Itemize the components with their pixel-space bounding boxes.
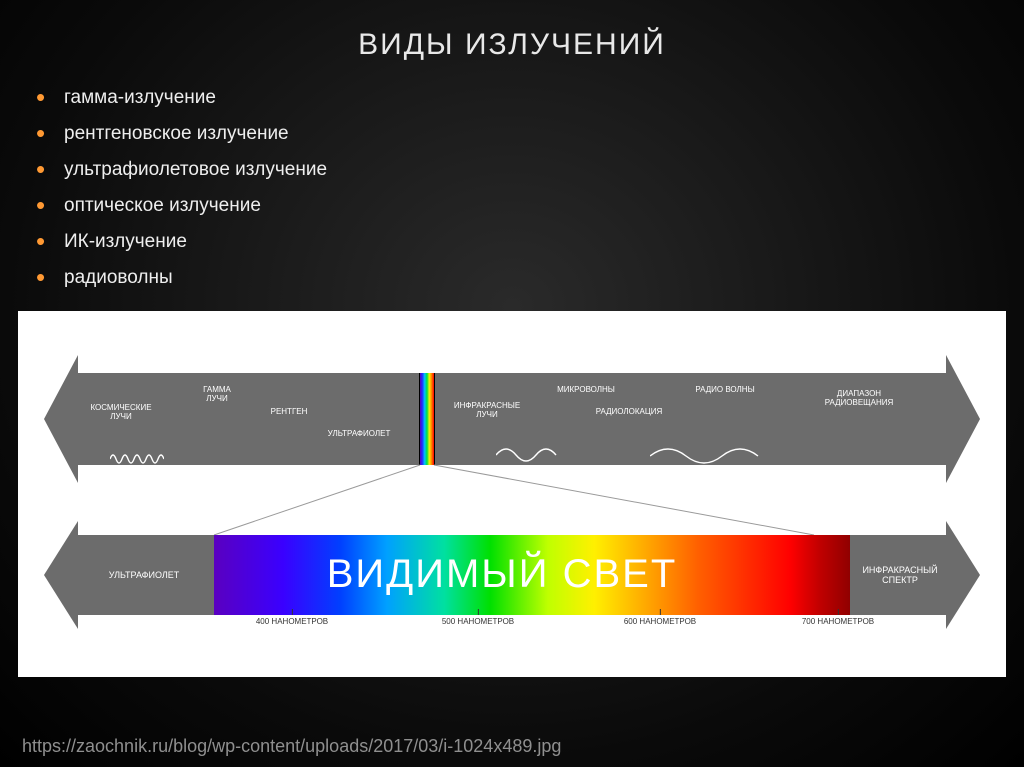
- nm-tick: 500 НАНОМЕТРОВ: [442, 617, 514, 626]
- band-radar: РАДИОЛОКАЦИЯ: [584, 407, 674, 416]
- tick: 10⁻⁹1 НАНОМЕТРА: [259, 345, 309, 362]
- tick: 10⁰1 МЕТР: [737, 345, 762, 362]
- bottom-arrow-body: УЛЬТРАФИОЛЕТ ВИДИМЫЙ СВЕТ ИНФРАКРАСНЫЙСП…: [74, 535, 950, 615]
- band-ir: ИНФРАКРАСНЫЕЛУЧИ: [444, 401, 530, 419]
- list-item: оптическое излучение: [36, 188, 1024, 224]
- top-arrow: 10⁻¹² МЕТРА 10⁻⁹1 НАНОМЕТРА 10⁻⁶1000 НАН…: [44, 345, 980, 465]
- tick: 10⁻⁶1000 НАНОМЕТРА: [425, 345, 486, 362]
- band-uv: УЛЬТРАФИОЛЕТ: [314, 429, 404, 438]
- arrow-right-head: [946, 521, 980, 629]
- list-item: ИК-излучение: [36, 224, 1024, 260]
- short-wave-icon: [110, 451, 164, 467]
- nm-tick: 600 НАНОМЕТРОВ: [624, 617, 696, 626]
- list-item: радиоволны: [36, 260, 1024, 296]
- nm-tick: 400 НАНОМЕТРОВ: [256, 617, 328, 626]
- list-item: ультрафиолетовое излучение: [36, 152, 1024, 188]
- list-item: гамма-излучение: [36, 80, 1024, 116]
- segment-visible: ВИДИМЫЙ СВЕТ: [214, 535, 790, 615]
- band-xray: РЕНТГЕН: [259, 407, 319, 416]
- page-title: ВИДЫ ИЗЛУЧЕНИЙ: [0, 0, 1024, 80]
- band-cosmic: КОСМИЧЕСКИЕЛУЧИ: [86, 403, 156, 421]
- source-url: https://zaochnik.ru/blog/wp-content/uplo…: [22, 736, 561, 757]
- tick: 10⁻³1 ММ: [603, 345, 621, 362]
- arrow-left-head: [44, 355, 78, 483]
- bottom-arrow: УЛЬТРАФИОЛЕТ ВИДИМЫЙ СВЕТ ИНФРАКРАСНЫЙСП…: [44, 521, 980, 621]
- tick: 10⁻¹² МЕТРА: [100, 345, 142, 362]
- tick: 10³1 КИЛОМЕТР: [880, 345, 924, 362]
- band-radio: РАДИО ВОЛНЫ: [680, 385, 770, 394]
- bullet-list: гамма-излучение рентгеновское излучение …: [0, 80, 1024, 297]
- radio-wave-icon: [650, 445, 760, 467]
- scale-ticks: 10⁻¹² МЕТРА 10⁻⁹1 НАНОМЕТРА 10⁻⁶1000 НАН…: [100, 345, 924, 362]
- band-micro: МИКРОВОЛНЫ: [546, 385, 626, 394]
- long-waves-caption: ДЛИННЫЕ ВОЛНЫ: [875, 473, 938, 480]
- visible-sliver: [420, 373, 434, 465]
- band-gamma: ГАММАЛУЧИ: [192, 385, 242, 403]
- spectrum-diagram: 10⁻¹² МЕТРА 10⁻⁹1 НАНОМЕТРА 10⁻⁶1000 НАН…: [18, 311, 1006, 677]
- segment-red-tail: [790, 535, 850, 615]
- arrow-left-head: [44, 521, 78, 629]
- segment-ir: ИНФРАКРАСНЫЙСПЕКТР: [850, 535, 950, 615]
- arrow-right-head: [946, 355, 980, 483]
- list-item: рентгеновское излучение: [36, 116, 1024, 152]
- ir-wave-icon: [496, 445, 566, 465]
- segment-uv: УЛЬТРАФИОЛЕТ: [74, 535, 214, 615]
- nm-tick: 700 НАНОМЕТРОВ: [802, 617, 874, 626]
- band-broadcast: ДИАПАЗОНРАДИОВЕЩАНИЯ: [814, 389, 904, 407]
- short-waves-caption: КОРОТКИЕ ВОЛНЫ: [86, 473, 151, 480]
